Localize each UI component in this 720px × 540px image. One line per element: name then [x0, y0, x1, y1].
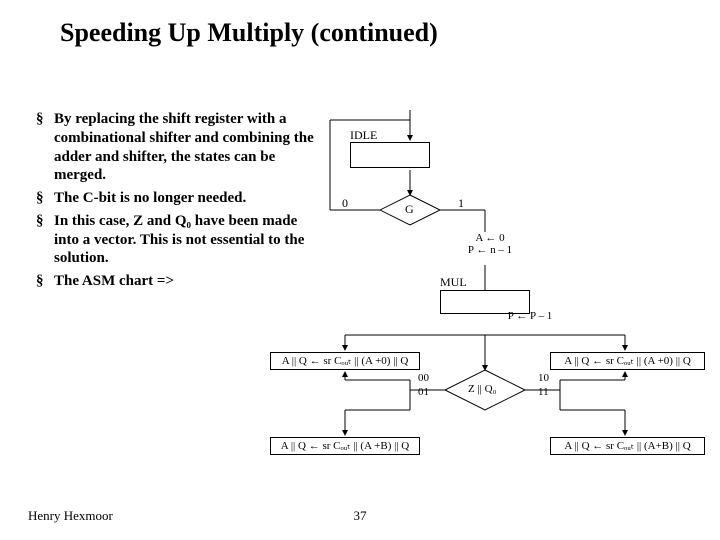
g-label: G	[405, 202, 414, 217]
bottom-right-box: A || Q ← sr Cₒᵤₜ || (A+B) || Q	[550, 437, 705, 455]
one-label: 1	[458, 196, 464, 211]
c10: 10	[538, 372, 549, 384]
box-left: A || Q ← sr Cₒᵤₜ || (A +0) || Q	[270, 352, 420, 370]
pdec-label: P ← P – 1	[495, 310, 565, 322]
zero-label: 0	[342, 196, 348, 211]
zq-label: Z || Q₀	[468, 383, 496, 395]
asm-chart: IDLE G 0 1 A ← 0 P ← n – 1 MUL P ← P – 1…	[270, 100, 720, 480]
c01: 01	[418, 386, 429, 398]
idle-box	[350, 142, 430, 168]
footer-author: Henry Hexmoor	[28, 508, 113, 524]
page-title: Speeding Up Multiply (continued)	[60, 18, 438, 48]
c00: 00	[418, 372, 429, 384]
c11: 11	[538, 386, 549, 398]
bottom-left-box: A || Q ← sr Cₒᵤₜ || (A +B) || Q	[270, 437, 420, 455]
footer-page: 37	[354, 508, 367, 524]
idle-label: IDLE	[350, 128, 377, 143]
mul-label: MUL	[440, 275, 467, 290]
box-right: A || Q ← sr Cₒᵤₜ || (A +0) || Q	[550, 352, 705, 370]
init-label: A ← 0 P ← n – 1	[455, 232, 525, 256]
